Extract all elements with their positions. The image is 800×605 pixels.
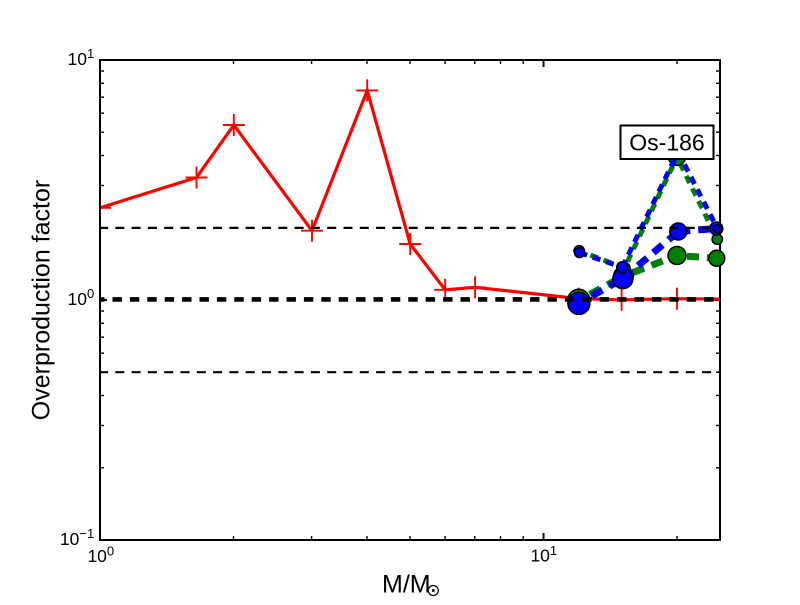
svg-text:Overproduction factor: Overproduction factor (28, 180, 56, 420)
svg-text:M/M: M/M (382, 571, 431, 599)
svg-text:Os-186: Os-186 (629, 130, 704, 156)
